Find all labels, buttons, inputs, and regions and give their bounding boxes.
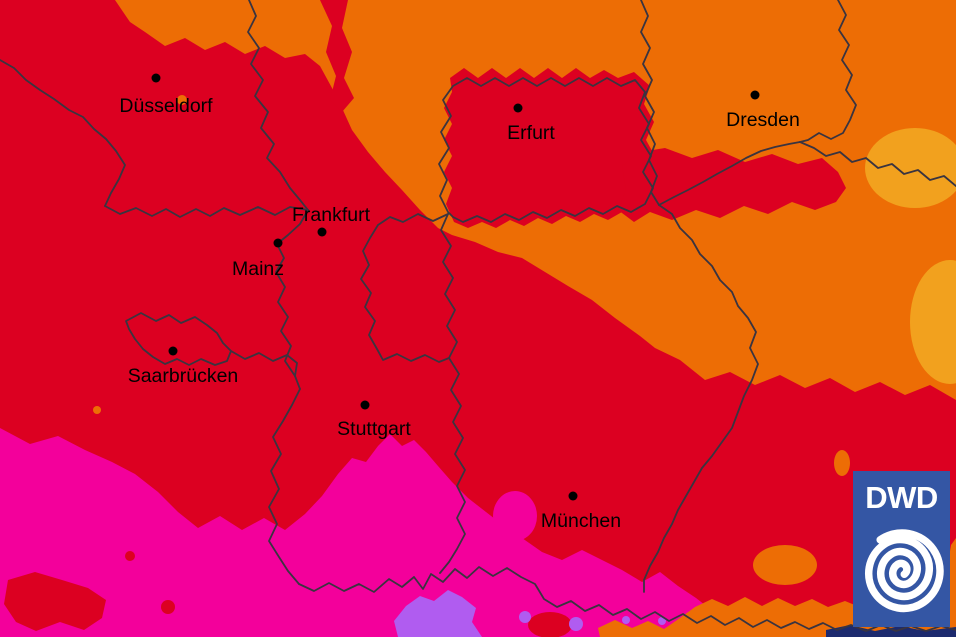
region-purple-alps — [394, 590, 482, 637]
border-czech-northeast — [799, 141, 956, 187]
region-red-speck-south2 — [161, 600, 175, 614]
city-marker-muenchen — [568, 491, 578, 501]
region-orange-speck-nrw — [177, 95, 187, 105]
border-hesse-east — [360, 213, 450, 363]
region-red-blob-south-center — [528, 612, 572, 637]
region-amber-east-upper — [865, 128, 956, 208]
city-marker-stuttgart — [360, 400, 370, 410]
city-label-stuttgart: Stuttgart — [337, 418, 411, 440]
border-nrw-east — [247, 0, 309, 211]
border-saarland — [125, 312, 232, 366]
dwd-logo-text: DWD — [865, 480, 938, 515]
region-purple-speck4 — [658, 617, 666, 625]
border-czech-southwest — [658, 141, 801, 206]
region-magenta-blob-munich-west — [493, 491, 537, 541]
dwd-logo: DWD — [853, 471, 950, 627]
border-bavaria-east — [643, 204, 759, 593]
region-red-erzgebirge-band — [618, 148, 846, 222]
city-marker-dresden — [750, 90, 760, 100]
border-thuringia — [438, 77, 654, 223]
border-nrw-south — [104, 205, 309, 218]
region-orange-speck-bavaria — [834, 450, 850, 476]
region-magenta-south — [0, 428, 742, 637]
city-marker-saarbruecken — [168, 346, 178, 356]
city-marker-erfurt — [513, 103, 523, 113]
city-label-mainz: Mainz — [232, 258, 284, 280]
region-purple-speck3 — [622, 616, 630, 624]
region-purple-speck1 — [519, 611, 531, 623]
city-label-dresden: Dresden — [726, 109, 800, 131]
region-amber-east-lower — [910, 260, 956, 384]
border-nrw-west — [0, 59, 126, 207]
city-marker-frankfurt — [317, 227, 327, 237]
dwd-spiral-icon — [864, 529, 944, 613]
city-layer: Düsseldorf Erfurt Dresden Frankfurt Main… — [119, 73, 800, 532]
region-orange-blob-bavaria — [753, 545, 817, 585]
city-label-duesseldorf: Düsseldorf — [119, 95, 213, 117]
border-saxony-east-loop — [799, 0, 857, 143]
border-alps-south — [298, 566, 956, 632]
city-marker-mainz — [273, 238, 283, 248]
city-marker-duesseldorf — [151, 73, 161, 83]
border-rlp-hesse — [275, 209, 309, 390]
border-saxony-west — [640, 0, 660, 206]
region-red-speck-south1 — [125, 551, 135, 561]
city-label-muenchen: München — [541, 510, 621, 532]
city-label-frankfurt: Frankfurt — [292, 204, 371, 226]
region-orange-speck-west — [93, 406, 101, 414]
city-label-erfurt: Erfurt — [507, 122, 555, 144]
border-saarland-east — [230, 350, 298, 377]
region-red-blob-southwest — [4, 572, 106, 631]
region-red-top-finger — [320, 0, 354, 112]
city-label-saarbruecken: Saarbrücken — [128, 365, 239, 387]
border-bavaria-west — [439, 213, 466, 574]
border-rhine-west — [268, 388, 301, 585]
region-red-thuringia-island — [444, 68, 658, 228]
region-purple-speck2 — [569, 617, 583, 631]
